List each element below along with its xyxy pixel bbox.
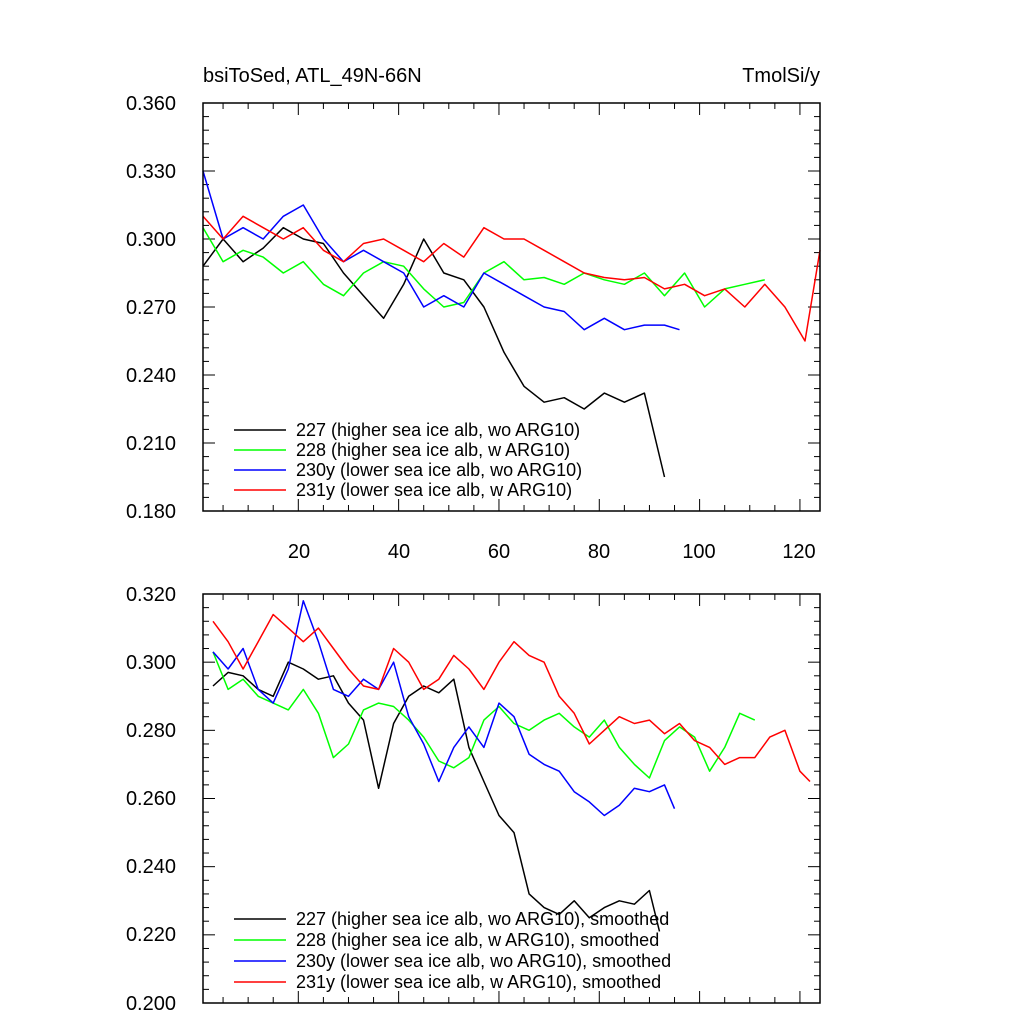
chart-1-y-tick-label: 0.180 — [126, 501, 176, 523]
chart-1-y-tick-label: 0.300 — [126, 229, 176, 251]
chart-2-plot-frame — [202, 593, 821, 1004]
chart-2-y-tick-labels: 0.320 0.300 0.280 0.260 0.240 0.220 0.20… — [126, 584, 176, 1015]
series-line-231y — [212, 613, 811, 783]
chart-1-y-tick-label: 0.360 — [126, 93, 176, 115]
series-line-231y — [202, 215, 821, 342]
chart-1-y-tick-label: 0.270 — [126, 297, 176, 319]
legend-label-227: 227 (higher sea ice alb, wo ARG10) — [296, 420, 580, 440]
chart-1: 0.360 0.330 0.300 0.270 0.240 0.210 0.18… — [126, 93, 821, 563]
series-line-230y — [212, 600, 676, 817]
chart-1-x-tick-label: 20 — [288, 541, 310, 563]
legend-label-227-smoothed: 227 (higher sea ice alb, wo ARG10), smoo… — [296, 909, 669, 929]
chart-1-legend: 227 (higher sea ice alb, wo ARG10) 228 (… — [234, 420, 582, 500]
chart-1-x-tick-label: 120 — [782, 541, 815, 563]
chart-1-y-tick-label: 0.210 — [126, 433, 176, 455]
legend-label-231y-smoothed: 231y (lower sea ice alb, w ARG10), smoot… — [296, 972, 661, 992]
series-line-228 — [202, 227, 765, 308]
chart-2-y-tick-label: 0.260 — [126, 788, 176, 810]
chart-2-y-tick-label: 0.200 — [126, 993, 176, 1015]
chart-1-plot-frame — [202, 102, 821, 512]
chart-1-title: bsiToSed, ATL_49N-66N — [203, 65, 422, 87]
series-line-230y — [202, 170, 680, 331]
legend-label-230y: 230y (lower sea ice alb, wo ARG10) — [296, 460, 582, 480]
chart-1-series-group — [202, 170, 821, 478]
chart-1-x-tick-label: 80 — [588, 541, 610, 563]
chart-1-y-tick-label: 0.240 — [126, 365, 176, 387]
chart-2-y-tick-label: 0.280 — [126, 720, 176, 742]
chart-1-y-tick-labels: 0.360 0.330 0.300 0.270 0.240 0.210 0.18… — [126, 93, 176, 523]
series-line-227 — [212, 661, 661, 932]
chart-2-y-tick-label: 0.300 — [126, 652, 176, 674]
chart-2-y-tick-label: 0.220 — [126, 924, 176, 946]
legend-label-228-smoothed: 228 (higher sea ice alb, w ARG10), smoot… — [296, 930, 659, 950]
chart-1-x-tick-label: 100 — [682, 541, 715, 563]
legend-label-231y: 231y (lower sea ice alb, w ARG10) — [296, 480, 572, 500]
chart-1-x-tick-label: 40 — [388, 541, 410, 563]
chart-1-y-tick-label: 0.330 — [126, 161, 176, 183]
chart-2-y-tick-label: 0.240 — [126, 856, 176, 878]
chart-1-x-tick-label: 60 — [488, 541, 510, 563]
chart-2-series-group — [212, 600, 811, 932]
legend-label-228: 228 (higher sea ice alb, w ARG10) — [296, 440, 570, 460]
chart-2-legend: 227 (higher sea ice alb, wo ARG10), smoo… — [234, 909, 671, 992]
series-line-227 — [202, 226, 666, 478]
chart-1-units: TmolSi/y — [742, 65, 820, 87]
legend-label-230y-smoothed: 230y (lower sea ice alb, wo ARG10), smoo… — [296, 951, 671, 971]
chart-1-x-tick-labels: 20 40 60 80 100 120 — [288, 541, 816, 563]
chart-2-y-tick-label: 0.320 — [126, 584, 176, 606]
series-line-228 — [212, 651, 756, 779]
chart-2: 0.320 0.300 0.280 0.260 0.240 0.220 0.20… — [126, 584, 821, 1015]
